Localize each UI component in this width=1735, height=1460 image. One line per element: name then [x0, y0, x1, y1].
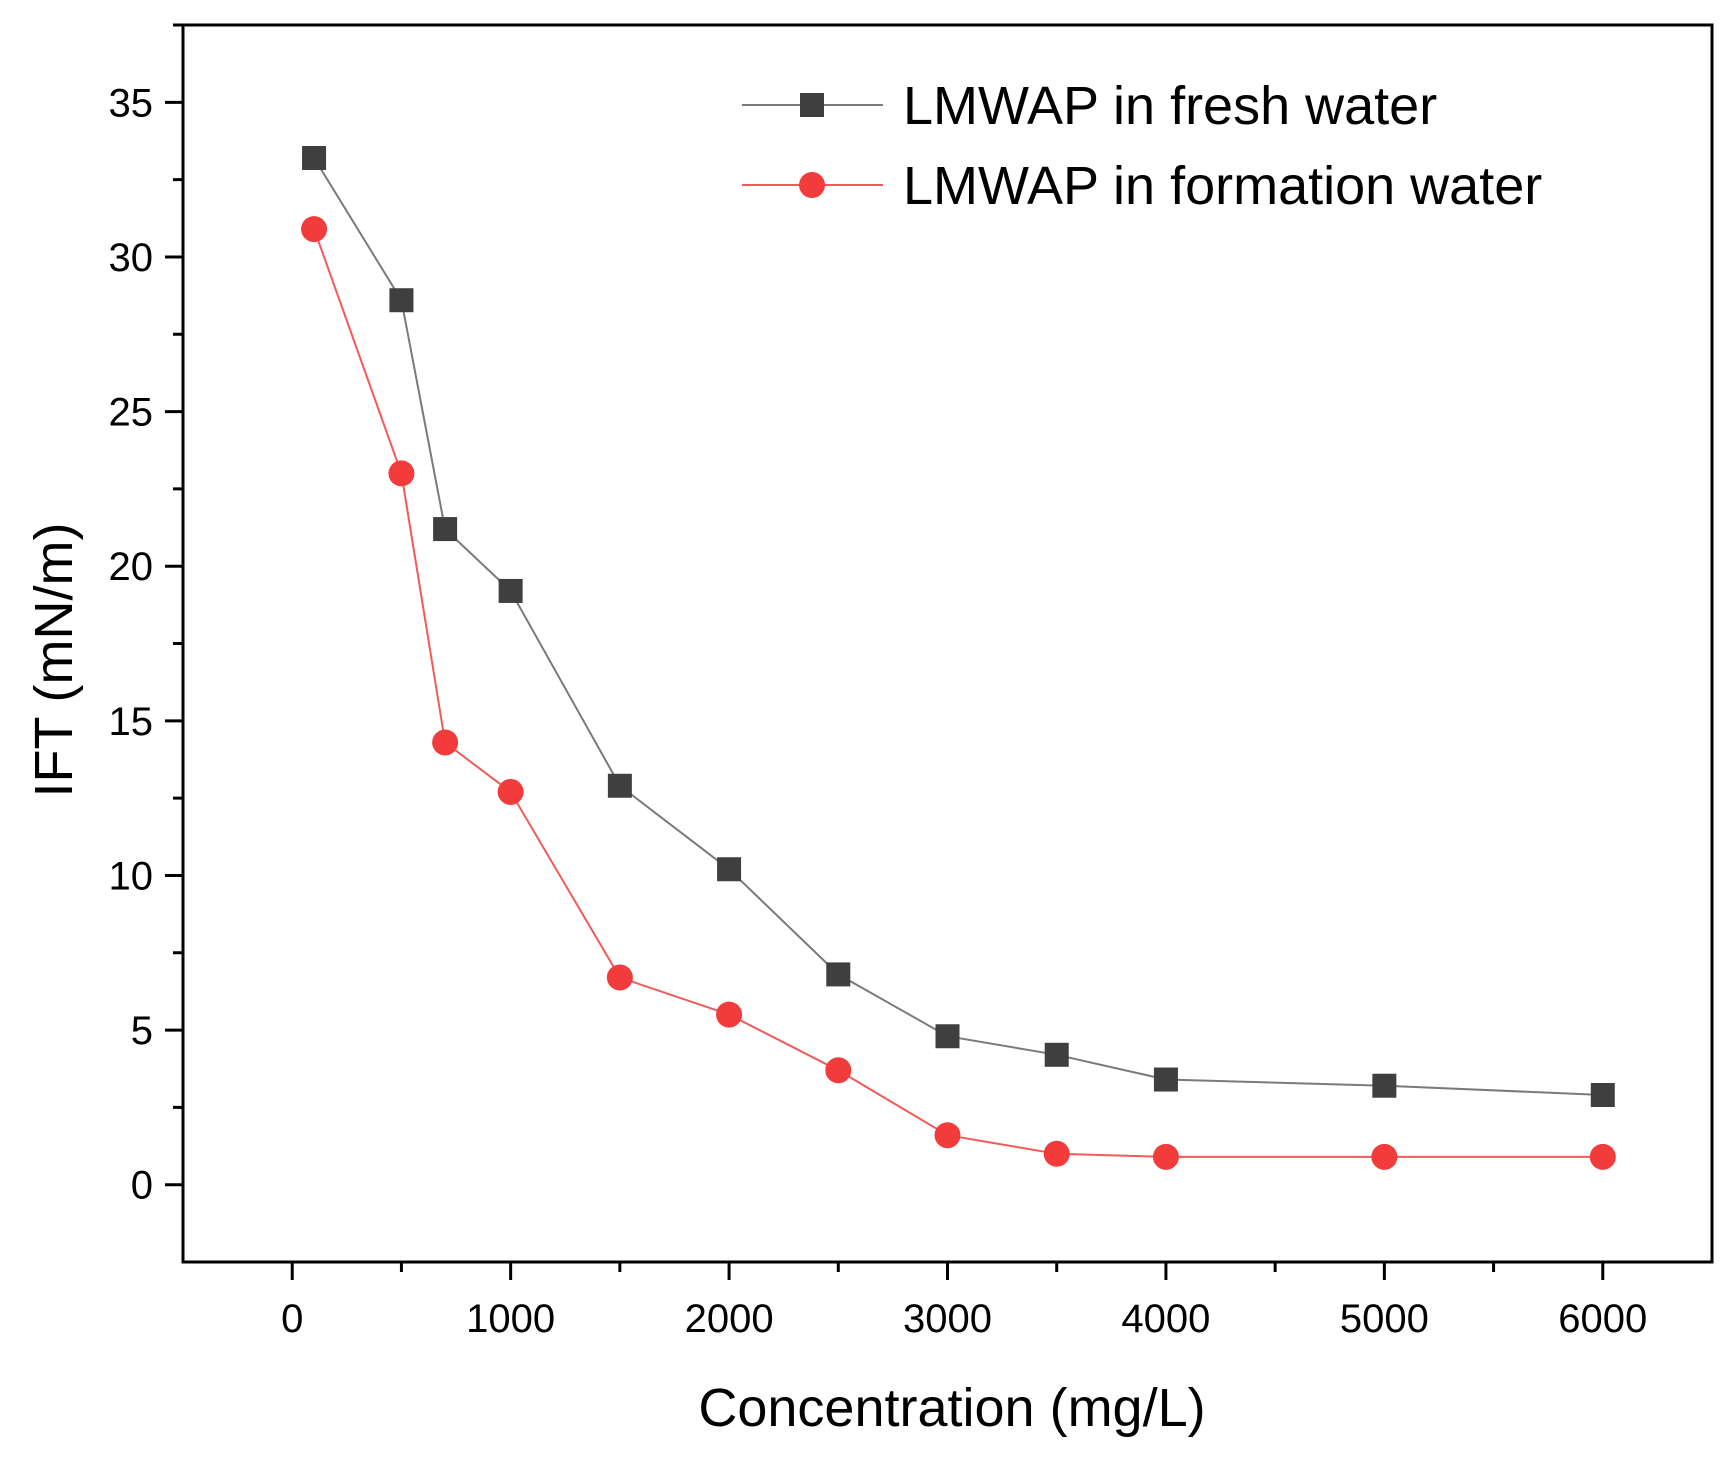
x-axis-title: Concentration (mg/L) [698, 1378, 1205, 1438]
data-point [1371, 1143, 1398, 1170]
data-point [1372, 1073, 1397, 1098]
series-line [313, 228, 1603, 1158]
data-point [935, 1024, 960, 1049]
y-tick-label: 5 [131, 1009, 153, 1053]
data-point [1590, 1083, 1615, 1108]
data-point [606, 964, 633, 991]
y-axis-title: IFT (mN/m) [24, 523, 84, 798]
series-1 [302, 145, 1615, 1108]
data-point [1153, 1067, 1178, 1092]
legend-label: LMWAP in formation water [903, 156, 1542, 216]
data-point [825, 1057, 852, 1084]
data-point [433, 517, 458, 542]
data-point [302, 145, 327, 170]
data-point [432, 729, 459, 756]
legend: LMWAP in fresh water LMWAP in formation w… [742, 76, 1542, 216]
legend-marker [800, 93, 824, 117]
plot-frame [181, 23, 1714, 1264]
x-tick-label: 1000 [466, 1297, 555, 1341]
legend-item: LMWAP in formation water [742, 156, 1542, 216]
y-tick-label: 30 [109, 236, 154, 280]
data-point [497, 778, 524, 805]
y-tick-label: 20 [109, 545, 154, 589]
data-point [717, 857, 742, 882]
legend-item: LMWAP in fresh water [742, 76, 1437, 136]
data-point [934, 1122, 961, 1149]
x-tick-label: 0 [281, 1297, 303, 1341]
data-point [498, 578, 523, 603]
data-point [301, 216, 328, 243]
y-tick-label: 15 [109, 700, 154, 744]
x-tick-label: 2000 [685, 1297, 774, 1341]
data-point [716, 1001, 743, 1028]
legend-label: LMWAP in fresh water [903, 76, 1437, 136]
legend-marker [799, 172, 825, 198]
axis-tick-labels: 0 1000 2000 3000 4000 5000 6000 0 5 10 15 20 25 30 35 [109, 81, 1648, 1341]
data-point [1589, 1143, 1616, 1170]
data-point [1043, 1140, 1070, 1167]
y-tick-label: 0 [131, 1164, 153, 1208]
series-2 [301, 216, 1616, 1170]
y-tick-label: 10 [109, 854, 154, 898]
data-point [607, 773, 632, 798]
axis-ticks [165, 23, 1605, 1280]
data-series [301, 145, 1616, 1170]
y-tick-label: 25 [109, 391, 154, 435]
x-tick-label: 5000 [1340, 1297, 1429, 1341]
data-point [1044, 1042, 1069, 1067]
series-line [313, 157, 1603, 1096]
data-point [826, 962, 851, 987]
y-tick-label: 35 [109, 81, 154, 125]
x-tick-label: 3000 [903, 1297, 992, 1341]
data-point [1152, 1143, 1179, 1170]
data-point [388, 460, 415, 487]
data-point [389, 288, 414, 313]
x-tick-label: 6000 [1558, 1297, 1647, 1341]
x-tick-label: 4000 [1121, 1297, 1210, 1341]
